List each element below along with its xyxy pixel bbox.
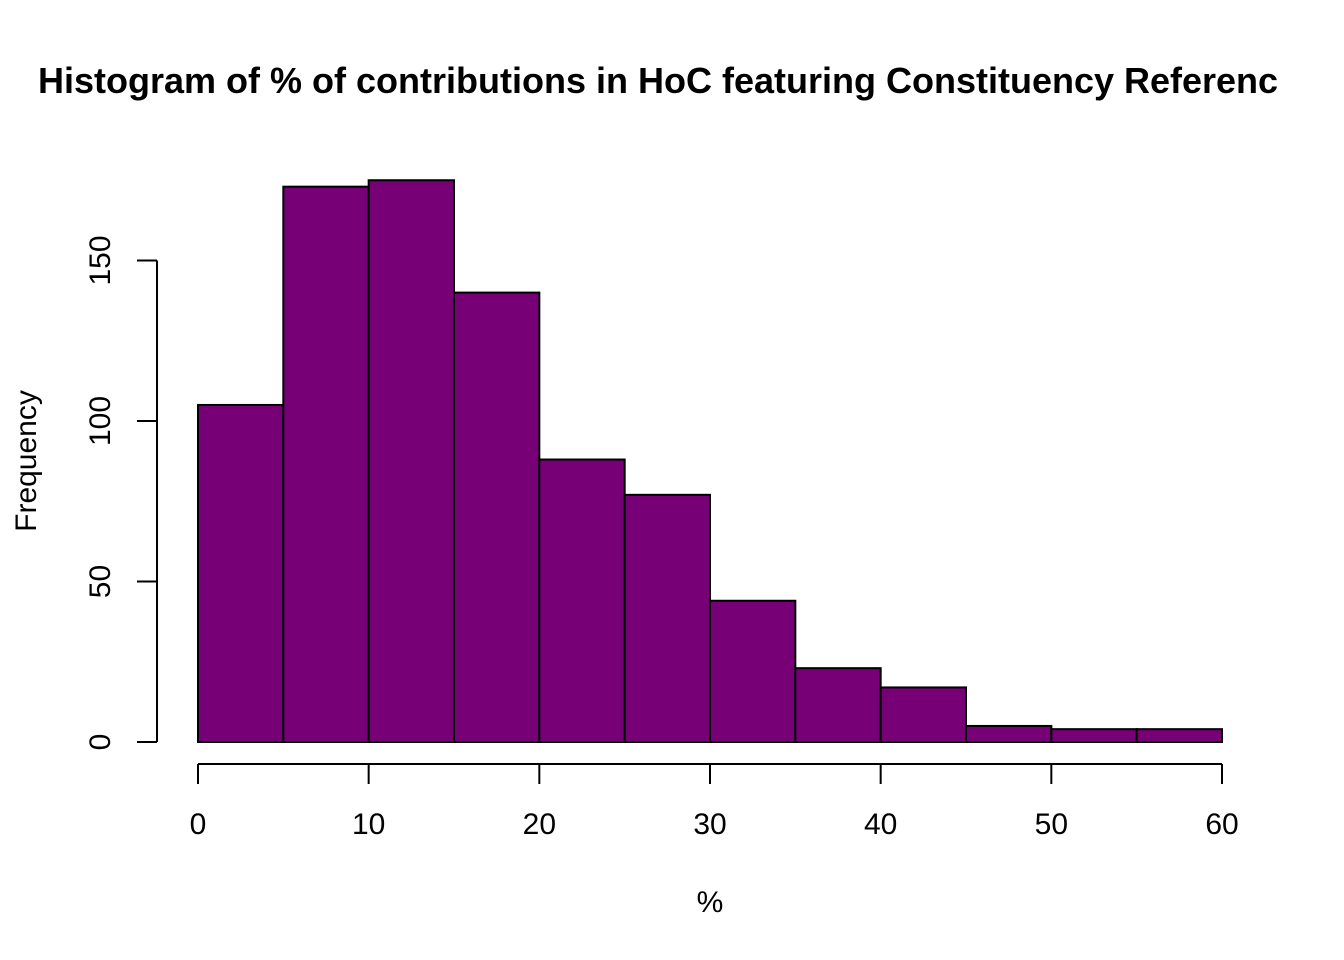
x-axis: 0 10 20 30 40 50 60 (190, 763, 1239, 841)
y-tick-label-50: 50 (84, 565, 117, 598)
histogram-bar-20-25 (538, 458, 626, 743)
histogram-bar-30-35 (709, 599, 797, 744)
y-axis-label: Frequency (10, 390, 43, 532)
histogram-bar-25-30 (623, 493, 712, 743)
x-axis-label: % (697, 886, 724, 919)
y-axis: 0 50 100 150 (84, 235, 158, 751)
x-tick-label-20: 20 (523, 808, 556, 841)
histogram-bar-0-5 (197, 403, 285, 743)
histogram-bar-35-40 (794, 667, 882, 743)
histogram-bar-40-45 (879, 686, 968, 743)
histogram-bar-55-60 (1135, 728, 1223, 743)
bars-group (197, 179, 1223, 744)
histogram-bar-45-50 (965, 724, 1053, 744)
histogram-bar-5-10 (282, 185, 370, 744)
x-tick-label-40: 40 (864, 808, 897, 841)
x-tick-label-0: 0 (190, 808, 207, 841)
chart-title: Histogram of % of contributions in HoC f… (38, 60, 1278, 101)
x-tick-label-30: 30 (693, 808, 726, 841)
x-tick-label-10: 10 (352, 808, 385, 841)
y-tick-label-0: 0 (84, 734, 117, 751)
y-tick-label-150: 150 (84, 235, 117, 285)
x-tick-label-50: 50 (1035, 808, 1068, 841)
histogram-bar-15-20 (453, 291, 541, 743)
histogram-bar-10-15 (367, 179, 455, 743)
histogram-bar-50-55 (1050, 728, 1138, 743)
y-tick-label-100: 100 (84, 396, 117, 446)
x-tick-label-60: 60 (1205, 808, 1238, 841)
